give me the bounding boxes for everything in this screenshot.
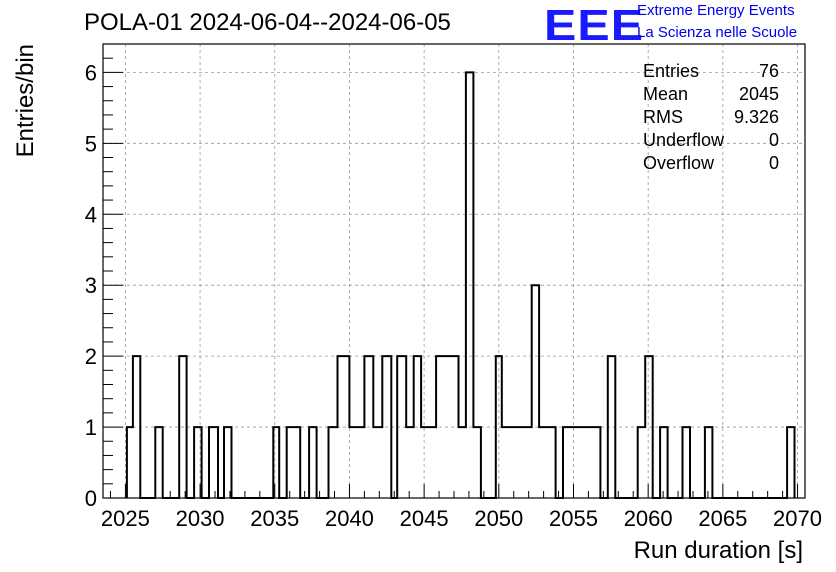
y-tick-label: 3 bbox=[85, 273, 97, 298]
stat-value: 2045 bbox=[738, 84, 779, 104]
stat-value: 0 bbox=[768, 130, 779, 150]
y-tick-label: 0 bbox=[85, 486, 97, 511]
x-tick-label: 2035 bbox=[250, 506, 299, 531]
y-axis-label: Entries/bin bbox=[12, 44, 39, 157]
x-tick-label: 2030 bbox=[176, 506, 225, 531]
x-tick-label: 2060 bbox=[624, 506, 673, 531]
stat-label: Underflow bbox=[643, 130, 725, 150]
stat-label: Entries bbox=[643, 61, 700, 81]
x-tick-label: 2055 bbox=[549, 506, 598, 531]
stat-row-rms: RMS 9.326 bbox=[643, 106, 779, 129]
stat-value: 76 bbox=[758, 61, 779, 81]
stat-row-overflow: Overflow 0 bbox=[643, 152, 779, 175]
stat-value: 9.326 bbox=[733, 107, 779, 127]
x-tick-label: 2045 bbox=[400, 506, 449, 531]
y-tick-label: 1 bbox=[85, 415, 97, 440]
stat-value: 0 bbox=[768, 153, 779, 173]
y-tick-label: 2 bbox=[85, 344, 97, 369]
stat-row-entries: Entries 76 bbox=[643, 60, 779, 83]
x-tick-label: 2025 bbox=[101, 506, 150, 531]
axes: 2025 2030 2035 2040 2045 2050 2055 2060 2065 2070… bbox=[85, 43, 822, 531]
y-tick-label: 6 bbox=[85, 60, 97, 85]
stat-label: RMS bbox=[643, 107, 683, 127]
stat-label: Overflow bbox=[643, 153, 715, 173]
y-tick-label: 5 bbox=[85, 131, 97, 156]
stat-row-underflow: Underflow 0 bbox=[643, 129, 779, 152]
x-tick-label: 2070 bbox=[773, 506, 822, 531]
x-tick-label: 2040 bbox=[325, 506, 374, 531]
stats-box: Entries 76 Mean 2045 RMS 9.326 Underflow… bbox=[643, 60, 779, 175]
x-tick-label: 2065 bbox=[698, 506, 747, 531]
stat-row-mean: Mean 2045 bbox=[643, 83, 779, 106]
y-tick-label: 4 bbox=[85, 202, 97, 227]
x-axis-label: Run duration [s] bbox=[634, 537, 803, 564]
x-tick-label: 2050 bbox=[474, 506, 523, 531]
histogram-line bbox=[125, 71, 796, 499]
logo-line-2: La Scienza nelle Scuole bbox=[637, 24, 798, 41]
logo-line-1: Extreme Energy Events bbox=[637, 2, 795, 19]
histogram-steps bbox=[125, 71, 796, 499]
eee-logo: EEE bbox=[544, 1, 645, 50]
stat-label: Mean bbox=[643, 84, 689, 104]
chart-title: POLA-01 2024-06-04--2024-06-05 bbox=[84, 9, 451, 36]
